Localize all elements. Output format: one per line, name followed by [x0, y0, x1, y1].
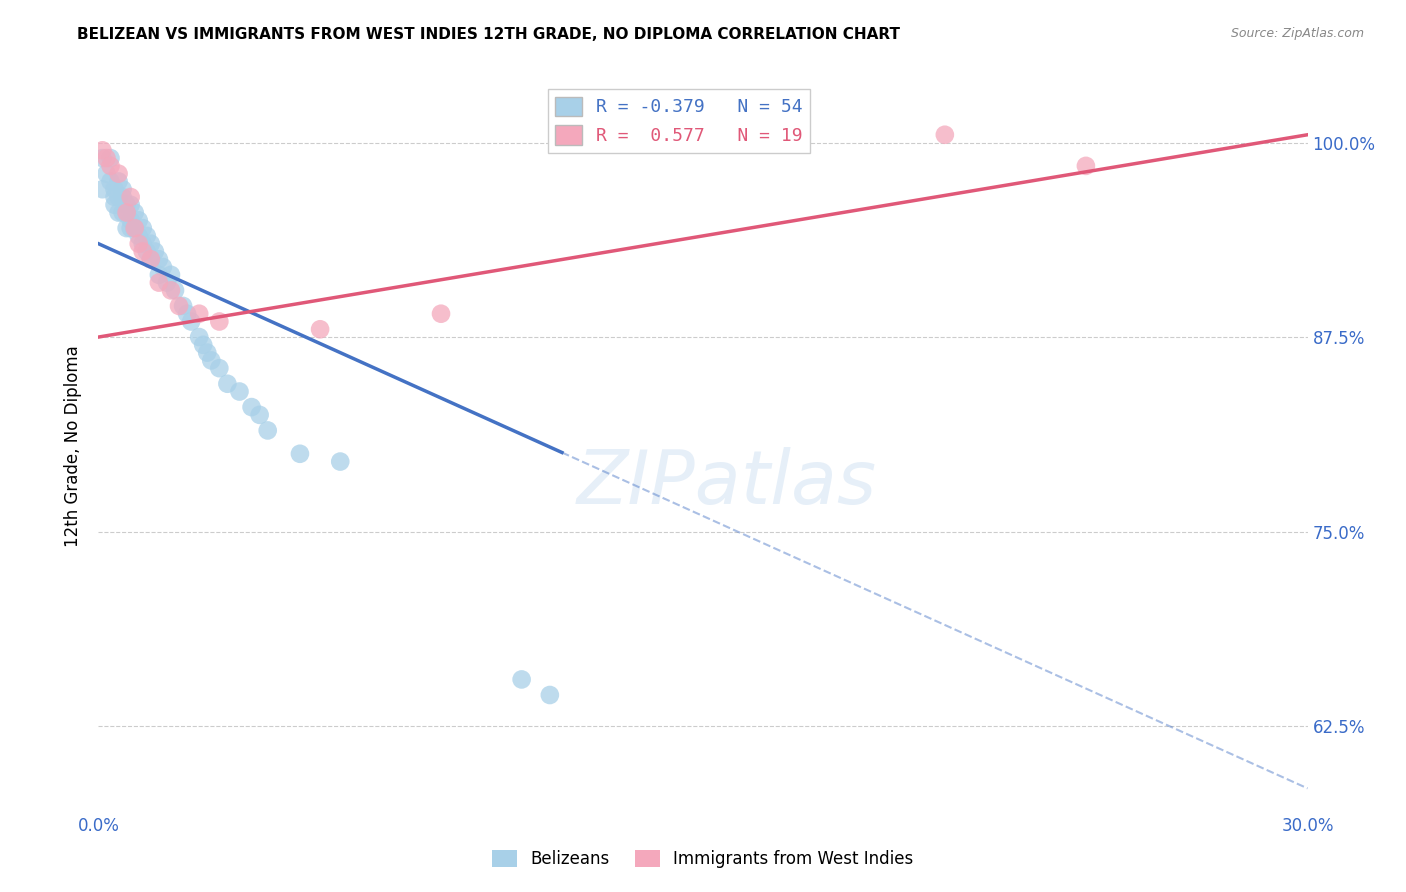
Point [934, 128, 956, 142]
Point [167, 299, 190, 313]
Point [124, 221, 146, 235]
Point [152, 260, 174, 274]
Point [96, 151, 118, 165]
Point [188, 307, 211, 321]
Point [538, 688, 561, 702]
Point [1074, 159, 1097, 173]
Point [132, 221, 155, 235]
Point [176, 307, 198, 321]
Point [148, 276, 170, 290]
Point [160, 284, 183, 298]
Point [128, 213, 150, 227]
Point [107, 205, 129, 219]
Point [217, 376, 239, 391]
Point [208, 314, 231, 328]
Point [148, 252, 170, 267]
Text: Source: ZipAtlas.com: Source: ZipAtlas.com [1230, 27, 1364, 40]
Point [188, 330, 211, 344]
Point [91, 144, 114, 158]
Point [208, 361, 231, 376]
Point [180, 314, 202, 328]
Point [107, 167, 129, 181]
Point [135, 244, 157, 259]
Point [139, 252, 162, 267]
Point [103, 190, 125, 204]
Point [256, 424, 278, 438]
Point [111, 182, 134, 196]
Point [120, 190, 142, 204]
Point [120, 213, 142, 227]
Point [148, 268, 170, 282]
Point [329, 454, 352, 468]
Point [103, 198, 125, 212]
Legend: Belizeans, Immigrants from West Indies: Belizeans, Immigrants from West Indies [485, 843, 921, 875]
Point [100, 174, 122, 188]
Point [139, 236, 162, 251]
Text: ZIPatlas: ZIPatlas [576, 447, 877, 518]
Point [96, 167, 118, 181]
Point [128, 236, 150, 251]
Point [160, 268, 183, 282]
Point [156, 276, 179, 290]
Point [115, 205, 138, 219]
Point [193, 338, 215, 352]
Point [139, 252, 162, 267]
Point [128, 228, 150, 243]
Point [120, 198, 142, 212]
Point [115, 221, 138, 235]
Text: BELIZEAN VS IMMIGRANTS FROM WEST INDIES 12TH GRADE, NO DIPLOMA CORRELATION CHART: BELIZEAN VS IMMIGRANTS FROM WEST INDIES … [77, 27, 900, 42]
Point [124, 221, 146, 235]
Point [288, 447, 311, 461]
Point [100, 151, 122, 165]
Point [91, 151, 114, 165]
Point [249, 408, 271, 422]
Point [107, 174, 129, 188]
Point [135, 228, 157, 243]
Point [132, 236, 155, 251]
Point [163, 284, 186, 298]
Point [111, 205, 134, 219]
Point [103, 182, 125, 196]
Point [100, 159, 122, 173]
Point [115, 198, 138, 212]
Point [240, 400, 263, 414]
Point [120, 221, 142, 235]
Point [111, 190, 134, 204]
Legend: R = -0.379   N = 54, R =  0.577   N = 19: R = -0.379 N = 54, R = 0.577 N = 19 [547, 89, 810, 153]
Point [430, 307, 453, 321]
Point [172, 299, 194, 313]
Point [228, 384, 250, 399]
Y-axis label: 12th Grade, No Diploma: 12th Grade, No Diploma [65, 345, 83, 547]
Point [132, 244, 155, 259]
Point [200, 353, 222, 368]
Point [107, 190, 129, 204]
Point [143, 244, 166, 259]
Point [124, 205, 146, 219]
Point [91, 182, 114, 196]
Point [309, 322, 332, 336]
Point [510, 673, 533, 687]
Point [195, 345, 218, 359]
Point [115, 205, 138, 219]
